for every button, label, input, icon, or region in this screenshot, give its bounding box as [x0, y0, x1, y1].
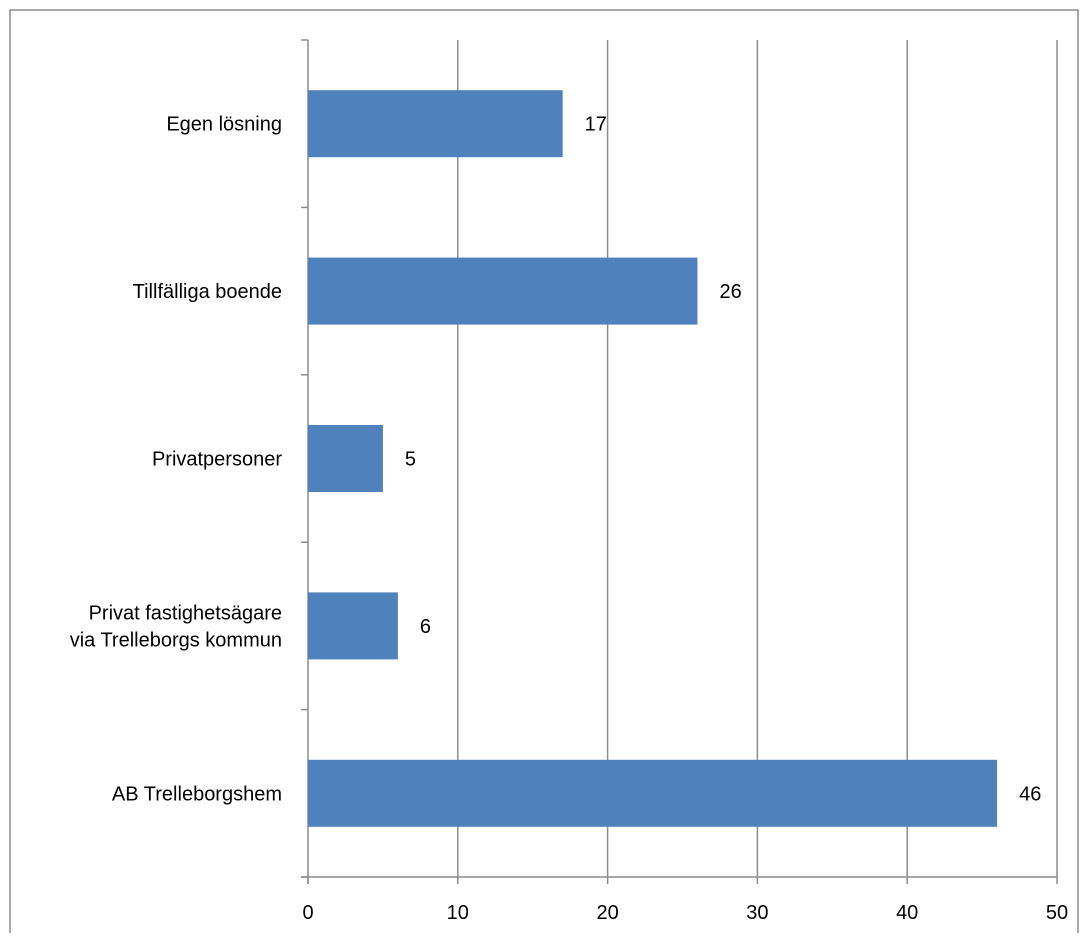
x-tick-label-30: 30: [746, 902, 768, 924]
chart-frame: [9, 9, 1079, 933]
category-label-line: Tillfälliga boende: [133, 281, 282, 303]
bar-2: [308, 257, 698, 325]
category-label-line: Egen lösning: [166, 114, 282, 136]
data-label-4: 6: [420, 616, 431, 638]
x-tick-label-20: 20: [596, 902, 618, 924]
bar-5: [308, 759, 998, 827]
bar-4: [308, 592, 398, 660]
data-label-2: 26: [719, 281, 741, 303]
category-label-line: Privat fastighetsägare: [89, 602, 282, 624]
category-label-line: via Trelleborgs kommun: [70, 629, 282, 651]
category-label-line: Privatpersoner: [152, 449, 282, 471]
category-label-2: Tillfälliga boende: [133, 281, 282, 303]
category-label-4: Privat fastighetsägare via Trelleborgs ko…: [70, 602, 282, 651]
x-tick-label-10: 10: [447, 902, 469, 924]
data-label-5: 46: [1019, 783, 1041, 805]
category-label-1: Egen lösning: [166, 114, 282, 136]
bars-layer: [308, 90, 998, 827]
category-label-line: AB Trelleborgshem: [112, 783, 282, 805]
data-label-3: 5: [405, 449, 416, 471]
category-label-5: AB Trelleborgshem: [112, 783, 282, 805]
x-tick-label-40: 40: [896, 902, 918, 924]
bar-3: [308, 425, 383, 492]
gridlines-layer: [457, 40, 1058, 877]
x-tick-label-50: 50: [1046, 902, 1068, 924]
labels-layer: 0 10 20 30 40 50 17 Egen lösning 26 Tillfälliga b…: [70, 114, 1068, 924]
x-tick-label-0: 0: [302, 902, 313, 924]
bar-1: [308, 90, 563, 158]
data-label-1: 17: [585, 114, 607, 136]
category-label-3: Privatpersoner: [152, 449, 282, 471]
chart-frame-layer: [9, 9, 1079, 933]
